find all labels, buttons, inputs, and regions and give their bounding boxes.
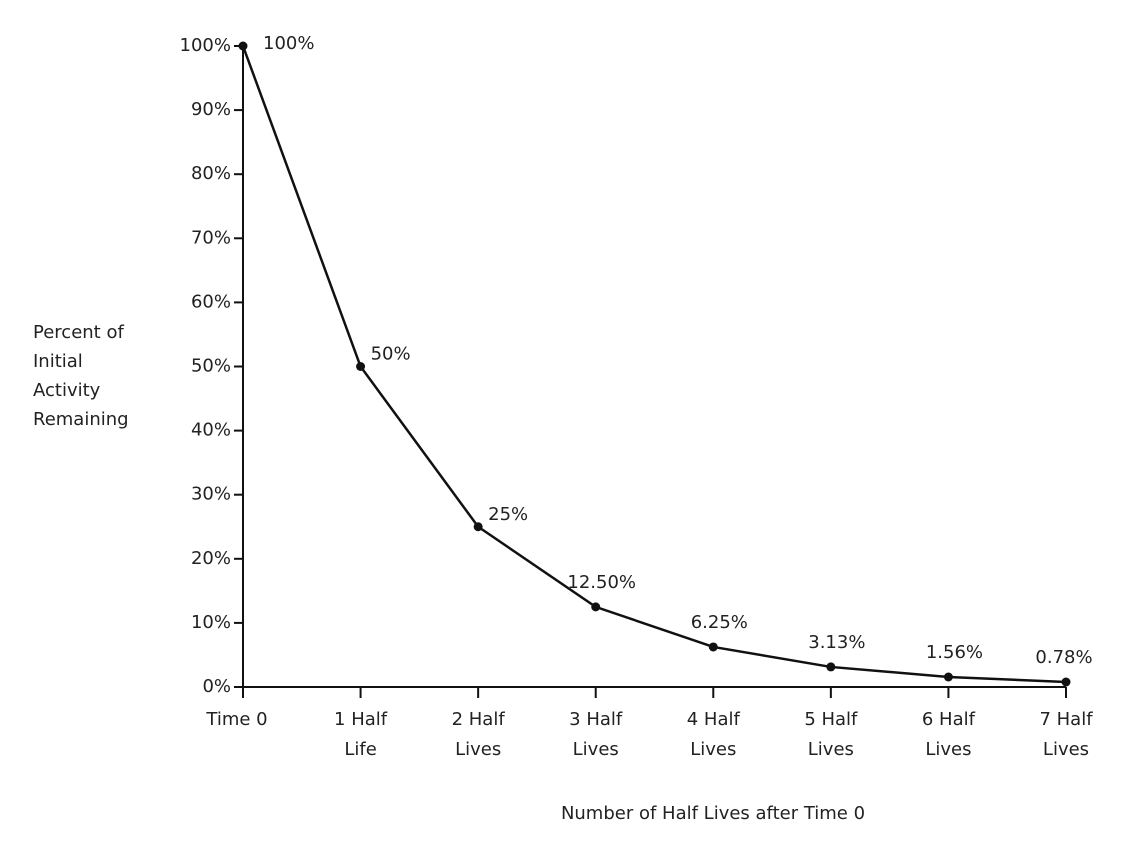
y-axis-title: Remaining: [33, 409, 129, 430]
x-tick-label: 6 Half: [922, 709, 976, 730]
y-tick-label: 0%: [202, 676, 231, 697]
data-label: 3.13%: [808, 632, 865, 653]
y-tick-label: 70%: [191, 227, 231, 248]
y-tick-label: 30%: [191, 484, 231, 505]
data-label: 0.78%: [1035, 647, 1092, 668]
data-point: [473, 522, 483, 532]
x-axis-title: Number of Half Lives after Time 0: [561, 803, 865, 824]
x-tick-label: Lives: [455, 739, 501, 760]
y-tick-label: 10%: [191, 612, 231, 633]
y-axis-title: Activity: [33, 380, 101, 401]
data-label: 50%: [371, 344, 411, 365]
y-tick-label: 100%: [180, 35, 231, 56]
x-tick-label: 5 Half: [804, 709, 858, 730]
x-tick-label: Lives: [1043, 739, 1089, 760]
data-point: [356, 362, 366, 371]
data-label: 100%: [263, 33, 314, 54]
data-point: [238, 41, 248, 51]
data-point: [826, 662, 836, 672]
data-point: [943, 672, 953, 682]
y-tick-label: 50%: [191, 356, 231, 377]
x-tick-label: Lives: [573, 739, 619, 760]
x-tick-label: Time 0: [205, 709, 267, 730]
y-tick-label: 20%: [191, 548, 231, 569]
x-tick-label: 7 Half: [1039, 709, 1093, 730]
x-tick-label: 1 Half: [334, 709, 388, 730]
x-tick-label: 2 Half: [452, 709, 506, 730]
x-tick-label: Lives: [808, 739, 854, 760]
x-tick-label: Lives: [925, 739, 971, 760]
y-axis-title: Initial: [33, 351, 83, 372]
data-line: [241, 45, 1067, 684]
x-tick-label: Life: [344, 739, 376, 760]
y-tick-label: 60%: [191, 291, 231, 312]
x-tick-label: 3 Half: [569, 709, 623, 730]
data-label: 12.50%: [567, 572, 636, 593]
y-tick-label: 90%: [191, 99, 231, 120]
data-label: 25%: [488, 504, 528, 525]
data-point: [1061, 677, 1071, 687]
x-tick-label: 4 Half: [687, 709, 741, 730]
y-tick-label: 80%: [191, 163, 231, 184]
data-label: 6.25%: [691, 612, 748, 633]
data-label: 1.56%: [926, 642, 983, 663]
data-point: [591, 602, 601, 612]
y-tick-label: 40%: [191, 420, 231, 441]
data-point: [708, 642, 718, 652]
y-axis-title: Percent of: [33, 322, 124, 343]
x-tick-label: Lives: [690, 739, 736, 760]
